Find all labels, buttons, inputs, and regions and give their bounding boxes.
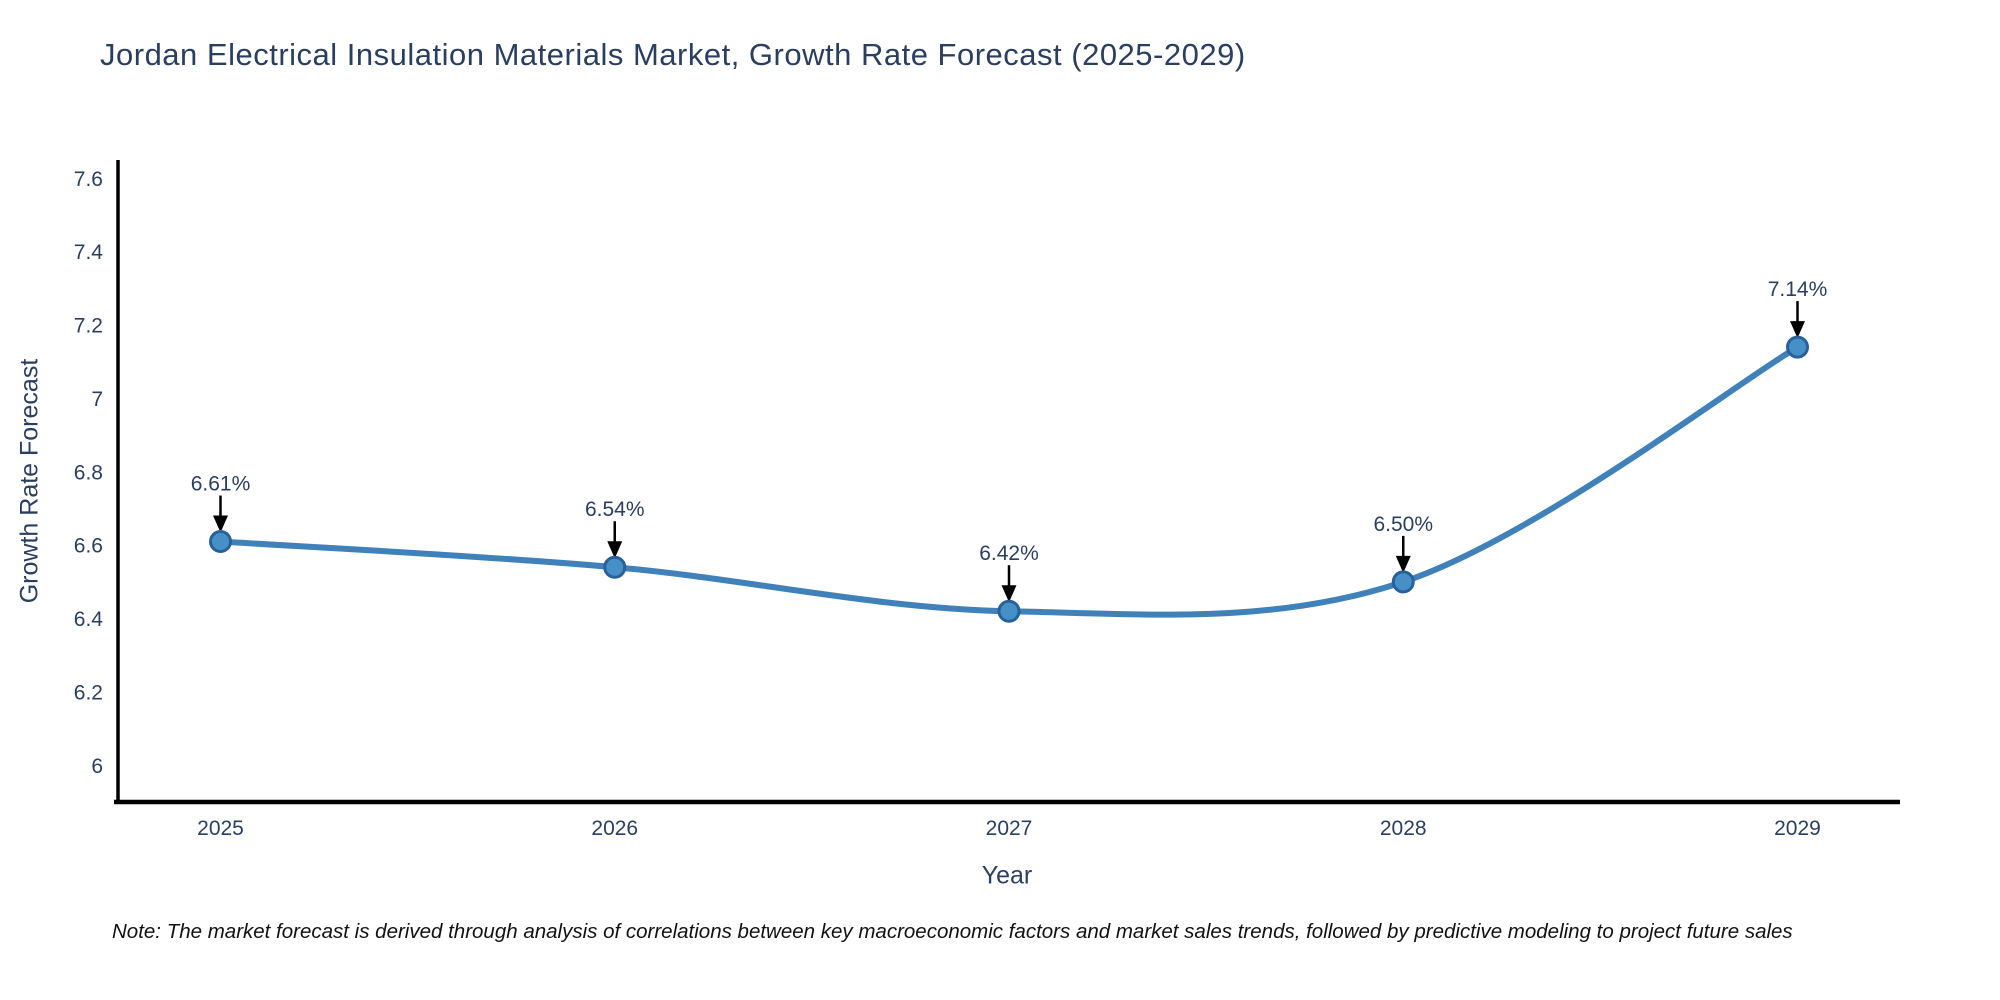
data-point-label-2028: 6.50% xyxy=(1373,513,1433,536)
x-tick-label: 2025 xyxy=(197,817,244,840)
x-tick-label: 2027 xyxy=(986,817,1033,840)
annotation-arrow-head xyxy=(1789,321,1805,339)
data-point-marker-2026[interactable] xyxy=(603,555,627,579)
data-point-marker-2029[interactable] xyxy=(1785,335,1809,359)
x-axis-title: Year xyxy=(981,861,1033,890)
y-axis-title: Growth Rate Forecast xyxy=(15,358,44,604)
footnote: Note: The market forecast is derived thr… xyxy=(112,920,1793,943)
y-tick-label: 6.2 xyxy=(74,681,103,704)
y-tick-label: 6.8 xyxy=(74,461,103,484)
annotation-arrow-head xyxy=(1001,585,1017,603)
y-tick-label: 7.2 xyxy=(74,315,103,338)
y-tick-label: 6.6 xyxy=(74,535,103,558)
y-tick-label: 6 xyxy=(91,755,103,778)
data-point-label-2026: 6.54% xyxy=(585,498,645,521)
data-point-label-2029: 7.14% xyxy=(1768,278,1828,301)
data-point-marker-2025[interactable] xyxy=(209,530,233,554)
y-tick-label: 6.4 xyxy=(74,608,104,631)
data-point-marker-2028[interactable] xyxy=(1391,570,1415,594)
y-tick-label: 7.6 xyxy=(74,168,103,191)
annotation-arrow-head xyxy=(1395,555,1411,573)
x-tick-label: 2026 xyxy=(591,817,638,840)
x-tick-label: 2029 xyxy=(1774,817,1821,840)
data-point-label-2025: 6.61% xyxy=(191,473,251,496)
data-point-label-2027: 6.42% xyxy=(979,542,1039,565)
annotation-arrow-head xyxy=(213,515,229,533)
y-tick-label: 7.4 xyxy=(74,241,104,264)
x-tick-label: 2028 xyxy=(1380,817,1427,840)
y-tick-label: 7 xyxy=(91,388,103,411)
annotation-arrow-head xyxy=(607,541,623,559)
chart-title: Jordan Electrical Insulation Materials M… xyxy=(100,37,1246,72)
data-point-marker-2027[interactable] xyxy=(997,599,1021,623)
